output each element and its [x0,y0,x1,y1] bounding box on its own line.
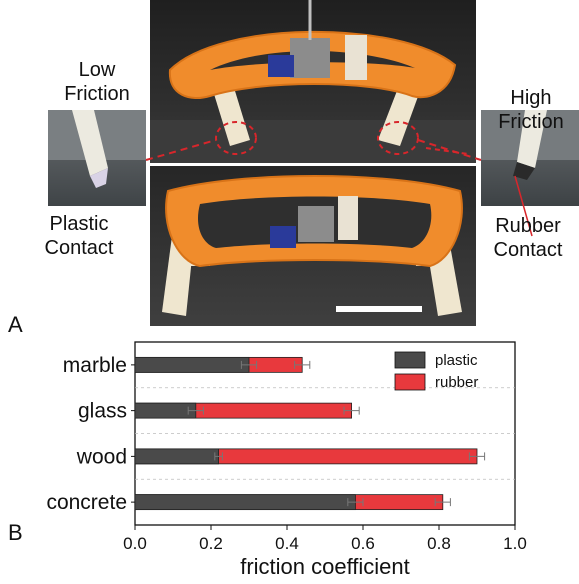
bar-plastic-wood [134,448,219,465]
x-tick-label-1.0: 1.0 [503,534,527,553]
bar-plastic-concrete [134,494,356,511]
category-label-wood: wood [76,445,127,468]
high-friction-line-2: Friction [498,111,564,133]
low-friction-caption: Low Friction [52,58,142,106]
plastic-tip [90,168,108,188]
low-friction-line-2: Friction [64,83,130,105]
category-separators [135,387,515,480]
bar-plastic-marble [134,356,250,373]
friction-chart: marble glass wood concrete 0.0 0.2 0.4 0.6 0.8 1… [46,341,527,579]
control-board [345,35,367,80]
left-contact-highlight [215,121,257,155]
x-tick-label-0.2: 0.2 [199,534,223,553]
rubber-tip-illustration [481,110,579,180]
legend-label-plastic: plastic [435,352,478,369]
category-label-marble: marble [63,354,127,377]
legend-label-rubber: rubber [435,374,478,391]
x-axis-ticks: 0.0 0.2 0.4 0.6 0.8 1.0 [123,525,527,553]
plastic-contact-line-2: Contact [44,237,114,259]
error-bar-plastic-marble [240,360,258,369]
bars [134,356,486,511]
x-tick-label-0.4: 0.4 [275,534,299,553]
error-bar-rubber-marble [294,360,311,369]
x-tick-label-0.8: 0.8 [427,534,451,553]
battery [268,55,294,77]
error-bar-plastic-concrete [347,498,364,507]
scale-bar [336,306,422,312]
x-tick-label-0.6: 0.6 [351,534,375,553]
error-bar-rubber-wood [468,452,486,461]
category-label-concrete: concrete [46,491,127,514]
bar-plastic-glass [134,402,197,419]
plastic-contact-photo [48,110,146,206]
rubber-leg [517,110,547,168]
x-tick-label-0.0: 0.0 [123,534,147,553]
error-bar-rubber-glass [343,406,360,415]
plastic-contact-caption: Plastic Contact [24,212,134,260]
plastic-tip-illustration [48,110,146,188]
legend: plastic rubber [394,351,478,391]
high-friction-caption: High Friction [484,86,578,134]
panel-b-label: B [8,520,23,545]
error-bar-plastic-wood [214,452,223,461]
legend-swatch-rubber [394,373,426,391]
robot-bottom-illustration [162,175,463,316]
plastic-contact-line-1: Plastic [49,213,109,235]
category-label-glass: glass [78,400,127,423]
legend-swatch-plastic [394,351,426,369]
category-labels: marble glass wood concrete [46,354,135,514]
rubber-contact-photo [481,110,579,206]
rubber-contact-line-2: Contact [493,239,563,261]
plastic-leg [72,110,108,176]
rubber-tip [513,162,535,180]
low-friction-line-1: Low [78,59,116,81]
servo-motor [290,38,330,78]
robot-photo-bottom [150,166,476,326]
callout-connectors [145,139,533,237]
panel-a-label: A [8,312,23,337]
rubber-contact-caption: Rubber Contact [478,214,578,262]
x-axis-title: friction coefficient [240,554,410,579]
high-friction-line-1: High [510,87,552,109]
error-bar-plastic-glass [187,406,204,415]
rubber-contact-line-1: Rubber [495,215,561,237]
error-bar-rubber-concrete [434,498,451,507]
right-contact-highlight [377,121,419,155]
